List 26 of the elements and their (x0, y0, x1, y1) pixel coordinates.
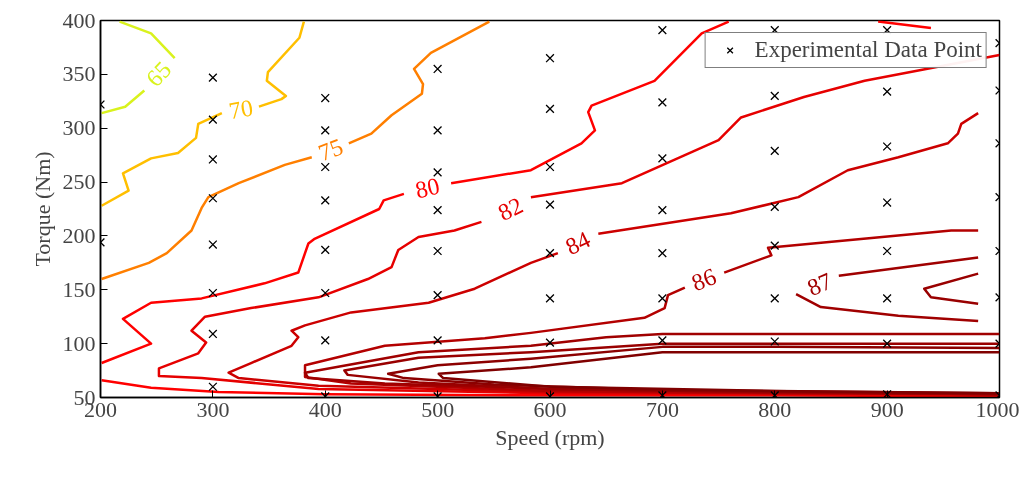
text: 86 (687, 263, 720, 297)
y-tick-label: 350 (62, 61, 96, 87)
x-tick-label: 600 (533, 396, 567, 422)
y-tick-label: 150 (62, 276, 96, 302)
y-axis-title: Torque (Nm) (29, 151, 55, 267)
text: 70 (226, 94, 255, 125)
x-axis-title: Speed (rpm) (495, 424, 605, 450)
y-tick-label: 300 (62, 115, 96, 141)
x-tick-label: 1000 (975, 396, 1020, 422)
text: 65 (140, 56, 177, 92)
x-tick-label: 900 (870, 396, 904, 422)
y-tick-label: 250 (62, 169, 96, 195)
text: 80 (412, 172, 442, 204)
text: 87 (803, 267, 836, 302)
text: 84 (561, 226, 595, 260)
x-tick-label: 400 (308, 396, 342, 422)
y-tick-label: 100 (62, 330, 96, 356)
y-tick-label: 400 (62, 7, 96, 33)
y-tick-label: 200 (62, 222, 96, 248)
x-tick-label: 800 (758, 396, 792, 422)
legend-label: Experimental Data Point (754, 37, 982, 63)
x-tick-label: 500 (421, 396, 455, 422)
text: 82 (493, 192, 527, 227)
x-tick-label: 300 (196, 396, 230, 422)
text: 75 (314, 133, 347, 167)
x-tick-label: 700 (645, 396, 679, 422)
